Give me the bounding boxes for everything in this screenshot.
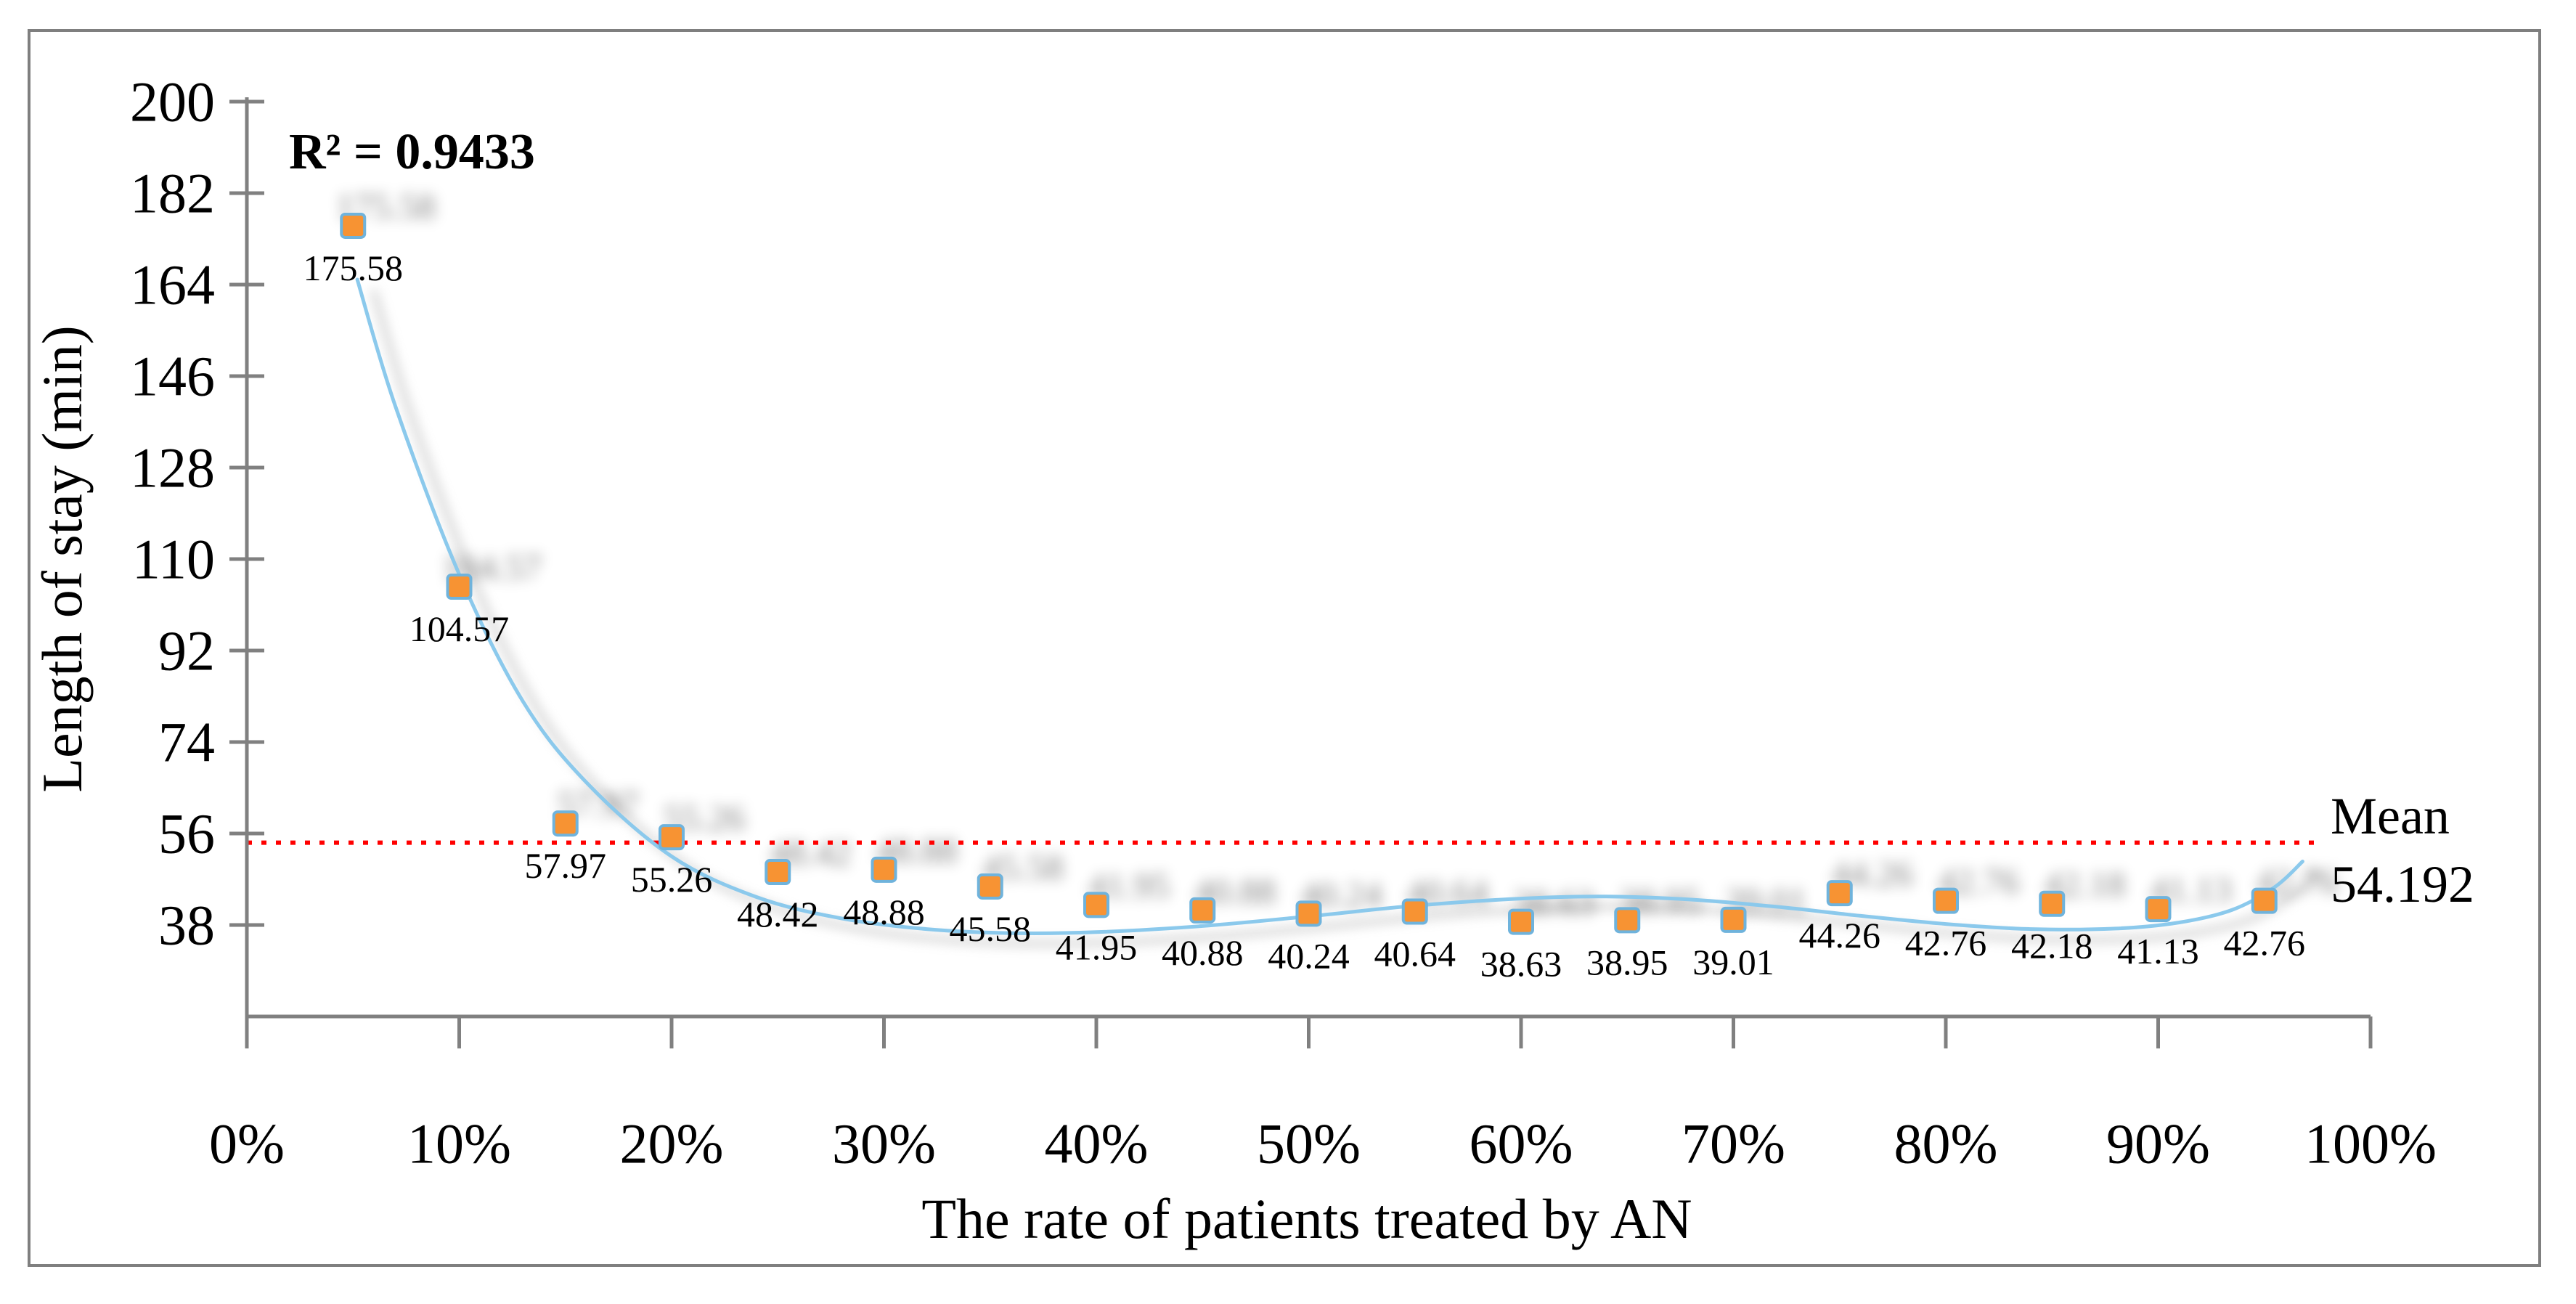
scatter-marker [1614,907,1641,934]
mean-annotation-label: Mean [2331,787,2450,845]
scatter-marker [1189,897,1216,924]
x-tick-label: 50% [1257,1112,1361,1175]
scatter-marker [552,810,579,837]
y-tick-label: 92 [158,619,215,682]
axes-layer: 200 182 164 146 128 110 92 74 56 38 0% 10% 20% 30% 40%… [130,70,2437,1175]
y-tick-label: 110 [132,528,215,591]
y-tick-label: 74 [158,711,215,774]
data-label: 40.64 [1374,934,1456,974]
data-label: 42.76 [2224,923,2306,963]
x-axis-title: The rate of patients treated by AN [921,1187,1692,1250]
scatter-marker [1401,898,1428,925]
y-tick-label: 200 [130,70,215,134]
data-label: 38.95 [1586,942,1668,982]
x-tick-label: 80% [1894,1112,1998,1175]
data-label: 175.58 [303,248,404,288]
scatter-marker [2145,896,2172,923]
data-label: 42.76 [1905,923,1987,963]
scatter-marker [1826,880,1853,907]
x-tick-label: 0% [209,1112,285,1175]
x-tick-label: 100% [2304,1112,2437,1175]
data-label: 42.18 [2011,926,2093,966]
scatter-marker [977,873,1003,900]
mean-annotation-value: 54.192 [2331,855,2474,913]
x-tick-label: 60% [1470,1112,1573,1175]
data-label: 45.58 [950,908,1032,949]
y-tick-label: 128 [130,436,215,500]
trendline-layer [355,277,2304,936]
data-points-layer [340,212,2278,935]
scatter-marker [659,824,685,851]
data-label: 44.26 [1799,915,1881,955]
data-label: 55.26 [631,859,713,900]
y-tick-label: 164 [130,253,215,317]
scatter-marker [1933,887,1959,914]
scatter-marker [340,212,367,239]
x-tick-label: 30% [832,1112,936,1175]
scatter-marker [1508,908,1534,935]
y-tick-label: 56 [158,802,215,865]
scatter-marker [2251,887,2278,914]
scatter-marker [1720,906,1747,933]
data-label: 38.63 [1480,944,1562,985]
data-label: 39.01 [1692,942,1774,982]
y-tick-label: 38 [158,894,215,957]
data-label: 40.88 [1162,932,1244,973]
scatter-marker [765,859,791,886]
data-label: 57.97 [525,845,607,886]
scatter-marker [1083,892,1109,918]
figure-border [28,29,2541,1267]
y-axis-title: Length of stay (min) [30,325,94,792]
data-label: 48.88 [843,892,925,932]
scatter-marker [446,574,473,600]
r-squared-annotation: R² = 0.9433 [289,124,535,180]
scatter-marker [2039,890,2066,917]
x-tick-label: 40% [1045,1112,1149,1175]
scatter-marker [1295,900,1322,927]
scatter-marker [871,856,897,883]
trendline-curve [355,277,2304,936]
x-tick-label: 10% [407,1112,511,1175]
data-label: 41.13 [2117,931,2199,971]
data-label: 41.95 [1056,926,1138,967]
x-tick-label: 20% [620,1112,724,1175]
data-label: 104.57 [409,608,510,649]
x-tick-label: 90% [2106,1112,2210,1175]
trendline-shadow [370,288,2320,947]
x-tick-label: 70% [1682,1112,1785,1175]
data-label: 48.42 [737,894,819,934]
y-tick-label: 182 [130,162,215,225]
data-labels-layer: 175.58 104.57 57.97 55.26 48.42 48.88 45.58 41.… [303,248,2306,985]
y-tick-label: 146 [130,345,215,408]
data-label: 40.24 [1268,935,1350,976]
